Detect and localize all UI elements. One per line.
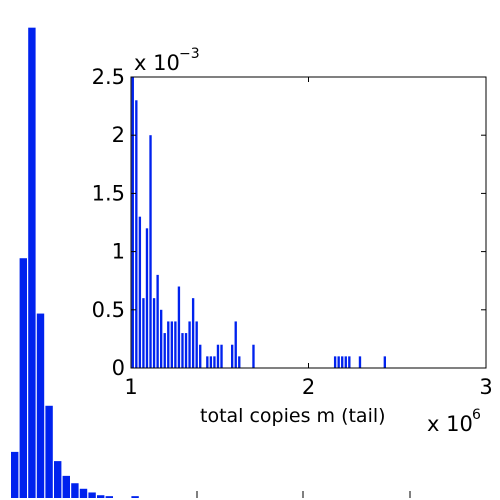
background-bar	[19, 258, 27, 498]
inset-y-tick-label: 1	[112, 240, 125, 264]
inset-x-tick-label: 2	[302, 375, 315, 399]
background-bar	[54, 461, 62, 498]
inset-x-axis-label: total copies m (tail)	[200, 405, 386, 427]
inset-bar	[209, 356, 213, 368]
inset-bar	[199, 344, 202, 368]
inset-tick-marks	[130, 76, 487, 369]
inset-plot-area	[131, 77, 486, 368]
inset-bar	[138, 216, 142, 368]
inset-bar	[167, 321, 170, 368]
inset-bar	[348, 356, 351, 368]
inset-bar	[252, 344, 255, 368]
inset-bar	[341, 356, 344, 368]
inset-bar	[383, 356, 386, 368]
inset-bar	[358, 356, 362, 368]
background-bar	[28, 27, 36, 498]
inset-y-multiplier: x 10	[134, 51, 180, 75]
inset-y-tick-label: 2	[112, 123, 125, 147]
inset-bar	[188, 321, 191, 368]
inset-y-tick-label: 0.5	[92, 298, 125, 322]
background-bar	[11, 451, 19, 498]
background-bar	[97, 495, 105, 498]
inset-x-multiplier: x 10	[427, 412, 473, 436]
background-bar	[79, 488, 88, 498]
inset-y-multiplier-exponent: −3	[179, 46, 200, 62]
inset-bar	[213, 356, 216, 368]
background-histogram-axis	[196, 491, 411, 498]
inset-bar	[142, 298, 145, 368]
inset-bar	[191, 298, 195, 368]
inset-y-tick-label: 1.5	[92, 181, 125, 205]
inset-bar	[333, 356, 337, 368]
inset-bar	[238, 356, 241, 368]
inset-bar	[231, 344, 234, 368]
inset-bar	[181, 333, 184, 368]
inset-bar	[337, 356, 340, 368]
inset-bar	[234, 321, 237, 368]
inset-bar	[163, 333, 166, 368]
background-bar	[45, 405, 53, 498]
inset-bar	[184, 333, 188, 368]
background-bar	[36, 313, 45, 498]
inset-bar	[149, 135, 152, 368]
inset-bar	[216, 344, 220, 368]
inset-bar	[152, 298, 156, 368]
background-bar	[105, 496, 113, 498]
background-bar	[71, 483, 79, 498]
inset-bar	[170, 321, 173, 368]
inset-bar	[156, 274, 159, 368]
inset-bar	[195, 321, 198, 368]
inset-bar	[220, 344, 223, 368]
background-bar	[131, 496, 139, 498]
background-bar	[62, 475, 70, 498]
inset-y-tick-labels: 0 0.5 1 1.5 2 2.5	[92, 65, 125, 380]
inset-bar	[206, 356, 209, 368]
inset-y-tick-label: 2.5	[92, 65, 125, 89]
inset-x-tick-label: 1	[124, 375, 137, 399]
inset-bar	[145, 228, 149, 368]
background-histogram-bars	[11, 27, 139, 498]
inset-bar	[160, 309, 163, 368]
inset-bar	[131, 77, 134, 368]
inset-bar	[174, 321, 177, 368]
inset-histogram-bars	[131, 77, 386, 368]
inset-bar	[177, 286, 181, 368]
inset-bar	[135, 100, 138, 368]
inset-x-tick-labels: 1 2 3	[124, 375, 492, 399]
inset-x-multiplier-exponent: 6	[472, 407, 481, 423]
background-bar	[88, 492, 96, 498]
inset-bar	[344, 356, 347, 368]
inset-x-tick-label: 3	[479, 375, 492, 399]
inset-y-tick-label: 0	[112, 356, 125, 380]
